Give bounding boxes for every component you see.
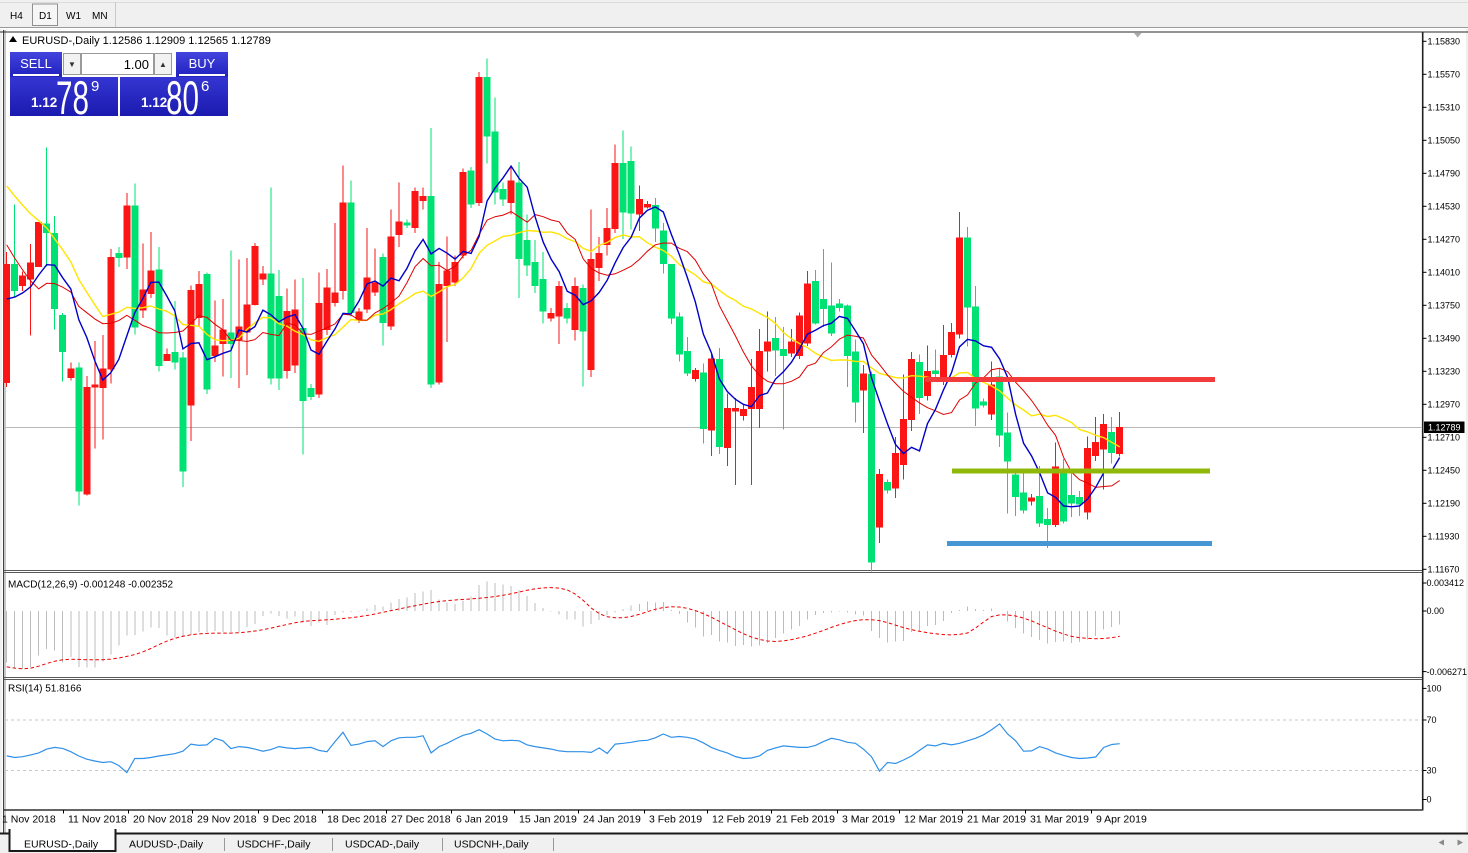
svg-text:MN: MN (92, 11, 108, 22)
svg-text:USDCAD-,Daily: USDCAD-,Daily (345, 839, 420, 851)
svg-text:USDCNH-,Daily: USDCNH-,Daily (454, 839, 529, 851)
svg-text:1.15310: 1.15310 (1428, 103, 1461, 113)
svg-text:15 Jan 2019: 15 Jan 2019 (519, 814, 577, 826)
svg-text:27 Dec 2018: 27 Dec 2018 (391, 814, 451, 826)
svg-text:1.12789: 1.12789 (1428, 423, 1461, 433)
svg-text:1.14530: 1.14530 (1428, 202, 1461, 212)
svg-text:1.15830: 1.15830 (1428, 37, 1461, 47)
svg-text:1.15570: 1.15570 (1428, 70, 1461, 80)
svg-text:RSI(14) 51.8166: RSI(14) 51.8166 (8, 684, 82, 695)
svg-text:MACD(12,26,9) -0.001248 -0.002: MACD(12,26,9) -0.001248 -0.002352 (8, 580, 174, 591)
svg-text:70: 70 (1427, 715, 1437, 725)
svg-text:31 Mar 2019: 31 Mar 2019 (1030, 814, 1089, 826)
svg-text:21 Mar 2019: 21 Mar 2019 (967, 814, 1026, 826)
svg-text:EURUSD-,Daily: EURUSD-,Daily (24, 839, 99, 851)
svg-text:3 Feb 2019: 3 Feb 2019 (649, 814, 702, 826)
svg-text:1.13490: 1.13490 (1428, 334, 1461, 344)
svg-text:20 Nov 2018: 20 Nov 2018 (133, 814, 193, 826)
svg-text:29 Nov 2018: 29 Nov 2018 (197, 814, 257, 826)
svg-text:1.14010: 1.14010 (1428, 268, 1461, 278)
svg-text:0: 0 (1427, 795, 1432, 805)
svg-text:1.11930: 1.11930 (1428, 532, 1460, 542)
svg-text:1.12970: 1.12970 (1428, 400, 1461, 410)
svg-text:0.003412: 0.003412 (1427, 578, 1465, 588)
svg-text:USDCHF-,Daily: USDCHF-,Daily (237, 839, 311, 851)
svg-text:D1: D1 (39, 11, 52, 22)
svg-text:-0.006271: -0.006271 (1427, 667, 1468, 677)
svg-text:9 Dec 2018: 9 Dec 2018 (263, 814, 317, 826)
svg-text:0.00: 0.00 (1427, 606, 1445, 616)
svg-text:1.14790: 1.14790 (1428, 169, 1461, 179)
svg-text:24 Jan 2019: 24 Jan 2019 (583, 814, 641, 826)
svg-text:1.12190: 1.12190 (1428, 499, 1461, 509)
svg-text:30: 30 (1427, 766, 1437, 776)
svg-text:1.15050: 1.15050 (1428, 136, 1461, 146)
svg-text:21 Feb 2019: 21 Feb 2019 (776, 814, 835, 826)
svg-text:1.13750: 1.13750 (1428, 301, 1461, 311)
svg-text:1 Nov 2018: 1 Nov 2018 (2, 814, 56, 826)
svg-text:100: 100 (1427, 684, 1442, 694)
svg-text:3 Mar 2019: 3 Mar 2019 (842, 814, 895, 826)
svg-text:1.14270: 1.14270 (1428, 235, 1461, 245)
svg-text:1.11670: 1.11670 (1428, 565, 1460, 575)
svg-text:9 Apr 2019: 9 Apr 2019 (1096, 814, 1147, 826)
svg-text:1.13230: 1.13230 (1428, 367, 1461, 377)
svg-text:11 Nov 2018: 11 Nov 2018 (68, 814, 127, 826)
svg-text:1.12450: 1.12450 (1428, 466, 1461, 476)
svg-text:EURUSD-,Daily 1.12586 1.12909: EURUSD-,Daily 1.12586 1.12909 1.12565 1.… (22, 35, 271, 47)
svg-text:12 Mar 2019: 12 Mar 2019 (904, 814, 963, 826)
svg-text:AUDUSD-,Daily: AUDUSD-,Daily (129, 839, 204, 851)
svg-text:H4: H4 (10, 11, 23, 22)
svg-text:1.12710: 1.12710 (1428, 433, 1461, 443)
svg-text:18 Dec 2018: 18 Dec 2018 (327, 814, 387, 826)
svg-text:12 Feb 2019: 12 Feb 2019 (712, 814, 771, 826)
svg-text:6 Jan 2019: 6 Jan 2019 (456, 814, 508, 826)
svg-text:W1: W1 (66, 11, 81, 22)
